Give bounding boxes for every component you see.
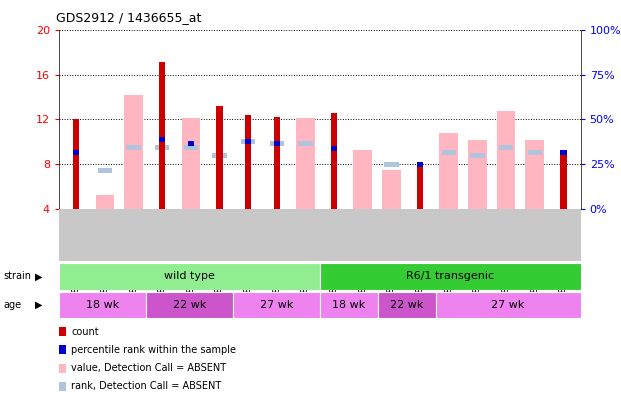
Bar: [274, 141, 280, 147]
Bar: [528, 150, 542, 156]
Bar: [378, 292, 436, 318]
Bar: [181, 118, 200, 209]
Bar: [320, 292, 378, 318]
Text: 22 wk: 22 wk: [173, 300, 206, 310]
Bar: [212, 153, 227, 158]
Bar: [436, 292, 581, 318]
Text: ▶: ▶: [35, 300, 43, 310]
Bar: [560, 150, 566, 156]
Bar: [417, 162, 424, 166]
Bar: [298, 141, 312, 147]
Bar: [384, 162, 399, 166]
Bar: [96, 195, 114, 209]
Bar: [296, 118, 315, 209]
Text: value, Detection Call = ABSENT: value, Detection Call = ABSENT: [71, 363, 227, 373]
Bar: [59, 292, 146, 318]
Text: GDS2912 / 1436655_at: GDS2912 / 1436655_at: [56, 11, 201, 24]
Text: 18 wk: 18 wk: [86, 300, 119, 310]
Bar: [353, 149, 372, 209]
Bar: [525, 140, 544, 209]
Bar: [124, 95, 143, 209]
Bar: [417, 167, 424, 209]
Bar: [382, 170, 401, 209]
Text: 27 wk: 27 wk: [260, 300, 293, 310]
Bar: [331, 146, 337, 151]
Bar: [73, 119, 79, 209]
Text: age: age: [3, 300, 21, 310]
Bar: [442, 150, 456, 156]
Bar: [126, 145, 141, 150]
Bar: [159, 137, 165, 142]
Bar: [497, 111, 515, 209]
Text: R6/1 transgenic: R6/1 transgenic: [406, 271, 494, 281]
Bar: [440, 133, 458, 209]
Text: 27 wk: 27 wk: [491, 300, 525, 310]
Bar: [245, 115, 252, 209]
Text: wild type: wild type: [164, 271, 215, 281]
Bar: [73, 150, 79, 156]
Bar: [320, 263, 581, 290]
Bar: [188, 141, 194, 147]
Text: percentile rank within the sample: percentile rank within the sample: [71, 345, 237, 355]
Bar: [233, 292, 320, 318]
Bar: [146, 292, 233, 318]
Bar: [274, 117, 280, 209]
Bar: [159, 62, 165, 209]
Text: 18 wk: 18 wk: [332, 300, 365, 310]
Bar: [184, 145, 198, 150]
Bar: [499, 145, 514, 150]
Bar: [470, 153, 484, 158]
Text: 22 wk: 22 wk: [390, 300, 424, 310]
Bar: [245, 139, 252, 144]
Text: strain: strain: [3, 271, 31, 281]
Bar: [560, 154, 566, 209]
Bar: [241, 139, 255, 144]
Bar: [216, 106, 223, 209]
Bar: [59, 263, 320, 290]
Text: rank, Detection Call = ABSENT: rank, Detection Call = ABSENT: [71, 382, 222, 391]
Bar: [270, 141, 284, 147]
Text: count: count: [71, 327, 99, 337]
Bar: [468, 140, 487, 209]
Text: ▶: ▶: [35, 271, 43, 281]
Bar: [155, 145, 170, 150]
Bar: [331, 113, 337, 209]
Bar: [97, 168, 112, 173]
